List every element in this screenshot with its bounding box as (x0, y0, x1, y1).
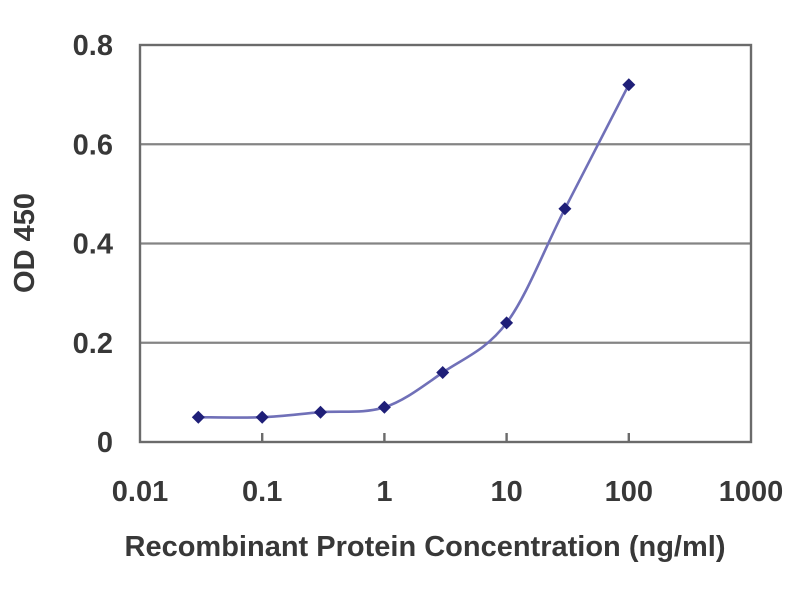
y-tick-label-0: 0 (97, 427, 113, 459)
y-tick-label-0.6: 0.6 (73, 129, 113, 161)
plot-frame (138, 43, 753, 444)
x-tick-label-0.1: 0.1 (242, 476, 282, 508)
y-axis-title: OD 450 (9, 193, 41, 293)
data-point-marker-3 (436, 366, 450, 380)
x-tick-label-100: 100 (605, 476, 653, 508)
data-point-marker-30 (558, 202, 572, 216)
data-series-layer (191, 78, 636, 424)
y-tick-label-0.4: 0.4 (73, 229, 113, 261)
gridlines-layer (140, 143, 751, 344)
axis-ticks-layer (261, 433, 630, 442)
y-tick-label-0.8: 0.8 (73, 30, 113, 62)
x-axis-title: Recombinant Protein Concentration (ng/ml… (125, 531, 726, 563)
data-point-marker-100 (622, 78, 636, 92)
plot-frame-layer (138, 43, 753, 444)
data-point-marker-10 (500, 316, 514, 330)
x-tick-label-1: 1 (376, 476, 392, 508)
y-tick-label-0.2: 0.2 (73, 328, 113, 360)
x-tick-label-1000: 1000 (719, 476, 784, 508)
data-point-marker-0.03 (191, 410, 205, 424)
axis-labels-layer: 0.01 0.1 1 10 100 1000 0 0.2 0.4 0.6 0.8 (73, 30, 784, 508)
series-line (197, 83, 631, 419)
data-point-marker-0.1 (255, 410, 269, 424)
x-tick-label-0.01: 0.01 (112, 476, 168, 508)
x-tick-label-10: 10 (490, 476, 522, 508)
data-point-marker-1 (377, 400, 391, 414)
data-point-marker-0.3 (314, 405, 328, 419)
